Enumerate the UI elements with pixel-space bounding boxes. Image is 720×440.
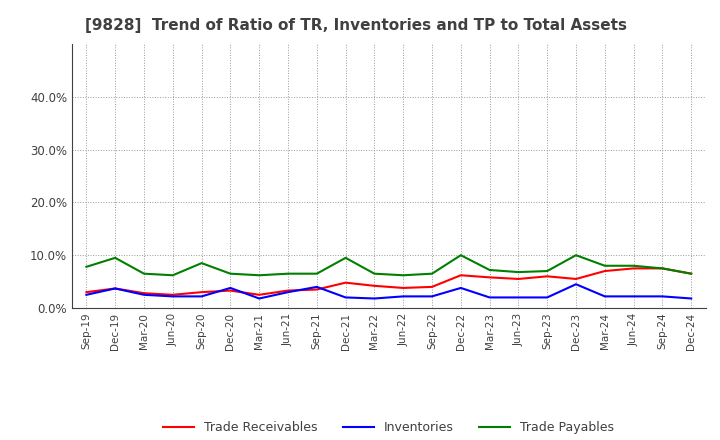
Trade Payables: [226, 271, 235, 276]
Trade Receivables: [687, 271, 696, 276]
Inventories: [168, 294, 177, 299]
Trade Payables: [428, 271, 436, 276]
Inventories: [514, 295, 523, 300]
Trade Receivables: [140, 290, 148, 296]
Trade Payables: [543, 268, 552, 274]
Trade Receivables: [255, 292, 264, 297]
Trade Receivables: [514, 276, 523, 282]
Trade Receivables: [370, 283, 379, 289]
Trade Payables: [197, 260, 206, 266]
Trade Payables: [687, 271, 696, 276]
Line: Trade Payables: Trade Payables: [86, 255, 691, 275]
Trade Receivables: [399, 285, 408, 290]
Line: Inventories: Inventories: [86, 284, 691, 298]
Trade Receivables: [168, 292, 177, 297]
Trade Payables: [312, 271, 321, 276]
Trade Receivables: [284, 288, 292, 293]
Trade Payables: [140, 271, 148, 276]
Inventories: [629, 294, 638, 299]
Inventories: [226, 285, 235, 290]
Trade Payables: [82, 264, 91, 269]
Trade Receivables: [629, 266, 638, 271]
Inventories: [197, 294, 206, 299]
Trade Receivables: [312, 287, 321, 292]
Trade Receivables: [428, 284, 436, 290]
Trade Payables: [485, 268, 494, 273]
Trade Receivables: [456, 273, 465, 278]
Inventories: [456, 285, 465, 290]
Trade Receivables: [111, 286, 120, 291]
Trade Receivables: [572, 276, 580, 282]
Trade Payables: [255, 273, 264, 278]
Inventories: [399, 294, 408, 299]
Inventories: [658, 294, 667, 299]
Trade Payables: [168, 273, 177, 278]
Trade Payables: [514, 269, 523, 275]
Trade Payables: [111, 255, 120, 260]
Inventories: [687, 296, 696, 301]
Trade Payables: [658, 266, 667, 271]
Trade Payables: [600, 263, 609, 268]
Inventories: [370, 296, 379, 301]
Inventories: [284, 290, 292, 295]
Trade Payables: [399, 273, 408, 278]
Legend: Trade Receivables, Inventories, Trade Payables: Trade Receivables, Inventories, Trade Pa…: [158, 416, 619, 439]
Inventories: [600, 294, 609, 299]
Text: [9828]  Trend of Ratio of TR, Inventories and TP to Total Assets: [9828] Trend of Ratio of TR, Inventories…: [85, 18, 626, 33]
Inventories: [428, 294, 436, 299]
Trade Receivables: [226, 288, 235, 293]
Inventories: [543, 295, 552, 300]
Trade Payables: [456, 253, 465, 258]
Trade Receivables: [341, 280, 350, 285]
Trade Payables: [572, 253, 580, 258]
Inventories: [341, 295, 350, 300]
Trade Receivables: [543, 274, 552, 279]
Trade Receivables: [600, 268, 609, 274]
Inventories: [485, 295, 494, 300]
Trade Receivables: [197, 290, 206, 295]
Inventories: [140, 292, 148, 297]
Trade Payables: [284, 271, 292, 276]
Trade Receivables: [485, 275, 494, 280]
Inventories: [82, 292, 91, 297]
Trade Payables: [341, 255, 350, 260]
Inventories: [572, 282, 580, 287]
Inventories: [255, 296, 264, 301]
Inventories: [111, 286, 120, 291]
Trade Payables: [629, 263, 638, 268]
Trade Payables: [370, 271, 379, 276]
Line: Trade Receivables: Trade Receivables: [86, 268, 691, 295]
Inventories: [312, 284, 321, 290]
Trade Receivables: [658, 266, 667, 271]
Trade Receivables: [82, 290, 91, 295]
